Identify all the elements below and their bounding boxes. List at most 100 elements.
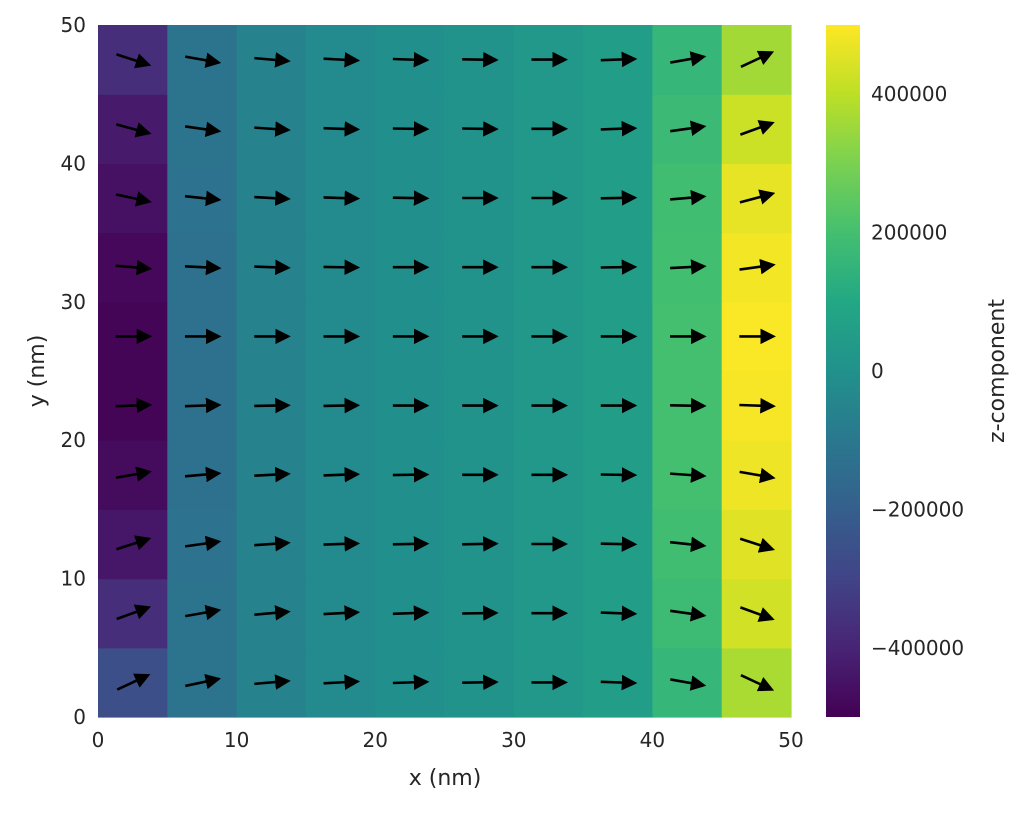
vector-arrow	[116, 604, 152, 621]
vector-arrow	[254, 466, 291, 483]
x-axis-label: x (nm)	[409, 766, 482, 791]
vector-arrow	[739, 537, 775, 553]
vector-arrow	[740, 674, 775, 692]
vector-arrow	[670, 120, 707, 136]
vector-arrow	[739, 189, 776, 205]
vector-arrow	[184, 121, 222, 138]
vector-arrow	[392, 674, 430, 691]
vector-arrow	[184, 466, 222, 483]
colorbar-tick-label: 200000	[871, 221, 947, 245]
vector-arrow	[254, 259, 291, 276]
vector-arrow	[600, 259, 638, 275]
vector-arrow	[462, 536, 499, 552]
x-tick-label: 50	[778, 728, 803, 752]
vector-arrow	[184, 397, 222, 414]
x-tick-label: 40	[640, 728, 665, 752]
x-tick-label: 0	[92, 728, 105, 752]
y-tick-label: 10	[61, 567, 86, 591]
vector-arrow	[739, 397, 776, 414]
vector-arrow	[323, 536, 361, 552]
vector-arrow	[670, 189, 707, 206]
vector-arrow	[462, 51, 499, 68]
vector-arrow	[462, 121, 499, 137]
vector-arrow	[254, 190, 291, 206]
vector-arrow	[185, 673, 222, 690]
vector-arrow	[392, 466, 430, 483]
vector-arrow	[115, 122, 152, 138]
vector-arrow	[323, 674, 361, 690]
y-tick-label: 30	[61, 290, 86, 314]
vector-arrow	[600, 467, 638, 483]
x-tick-label: 10	[224, 728, 249, 752]
vector-arrow	[670, 467, 707, 483]
y-tick-label: 50	[61, 13, 86, 37]
vector-arrow	[670, 259, 707, 275]
x-tick-label: 30	[501, 728, 526, 752]
vector-arrow	[462, 605, 499, 621]
vector-arrow	[600, 51, 638, 68]
colorbar-tick-label: −400000	[871, 636, 964, 660]
y-tick-label: 0	[73, 705, 86, 729]
vector-arrow	[600, 536, 638, 552]
vector-arrow	[670, 397, 707, 414]
vector-arrow	[254, 605, 291, 621]
vector-arrow	[254, 52, 291, 68]
vector-arrow	[392, 605, 430, 621]
vector-arrow	[739, 258, 776, 275]
vector-arrow	[184, 604, 222, 621]
vector-arrow	[740, 50, 775, 68]
y-tick-label: 20	[61, 428, 86, 452]
vector-arrow	[392, 51, 430, 68]
vector-arrow	[323, 52, 361, 68]
vector-arrow	[254, 121, 291, 137]
vector-arrow	[739, 120, 775, 136]
colorbar	[826, 25, 860, 717]
vector-arrow	[670, 536, 707, 553]
vector-arrow	[184, 535, 222, 552]
colorbar-tick-label: 0	[871, 359, 884, 383]
vector-arrow	[600, 190, 638, 206]
colorbar-tick-label: 400000	[871, 82, 947, 106]
x-tick-label: 20	[362, 728, 387, 752]
vector-arrow	[600, 674, 638, 691]
vector-arrow	[115, 259, 153, 276]
vector-arrow	[392, 121, 430, 137]
vector-arrow	[115, 466, 152, 482]
vector-arrow	[254, 535, 291, 552]
vector-arrow	[184, 190, 222, 207]
vector-arrow	[670, 51, 707, 67]
colorbar-ticks: −400000 −200000 0 200000 400000	[871, 82, 964, 660]
vector-arrow	[116, 535, 152, 551]
x-axis-ticks: 0 10 20 30 40 50	[92, 728, 804, 752]
vector-arrow	[184, 259, 222, 276]
vector-arrow	[600, 605, 638, 622]
vector-arrow	[184, 52, 222, 68]
vector-arrow	[323, 190, 361, 206]
colorbar-label: z-component	[985, 299, 1010, 443]
vector-arrow	[323, 121, 361, 137]
vector-arrow	[116, 673, 151, 691]
vector-arrows	[115, 50, 776, 692]
vector-arrow	[323, 259, 361, 276]
vector-arrow	[670, 675, 707, 691]
vector-arrow	[392, 536, 430, 552]
y-axis-label: y (nm)	[25, 335, 50, 408]
vector-arrow	[323, 605, 361, 621]
vector-arrow	[670, 606, 707, 622]
vector-arrow	[116, 53, 152, 69]
vector-arrow	[323, 466, 361, 483]
y-axis-ticks: 0 10 20 30 40 50	[61, 13, 86, 729]
vector-arrow	[115, 191, 152, 207]
vector-arrow	[392, 190, 430, 206]
vector-arrow	[254, 397, 291, 414]
vector-arrow	[462, 674, 499, 691]
vector-arrow	[739, 467, 776, 484]
vector-arrow	[323, 397, 361, 414]
vector-arrow	[600, 120, 638, 137]
y-tick-label: 40	[61, 151, 86, 175]
vector-arrow	[254, 674, 291, 690]
colorbar-tick-label: −200000	[871, 497, 964, 521]
vector-arrow	[115, 397, 153, 414]
